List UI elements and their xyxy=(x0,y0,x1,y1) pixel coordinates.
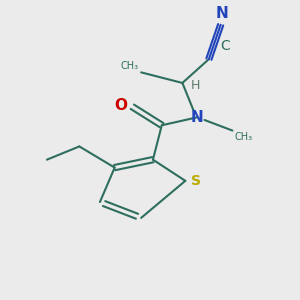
Text: C: C xyxy=(221,39,230,53)
Text: H: H xyxy=(190,79,200,92)
Text: S: S xyxy=(190,174,201,188)
Text: CH₃: CH₃ xyxy=(235,132,253,142)
Text: O: O xyxy=(114,98,127,113)
Text: N: N xyxy=(216,6,229,21)
Text: N: N xyxy=(191,110,203,125)
Text: CH₃: CH₃ xyxy=(120,61,138,71)
